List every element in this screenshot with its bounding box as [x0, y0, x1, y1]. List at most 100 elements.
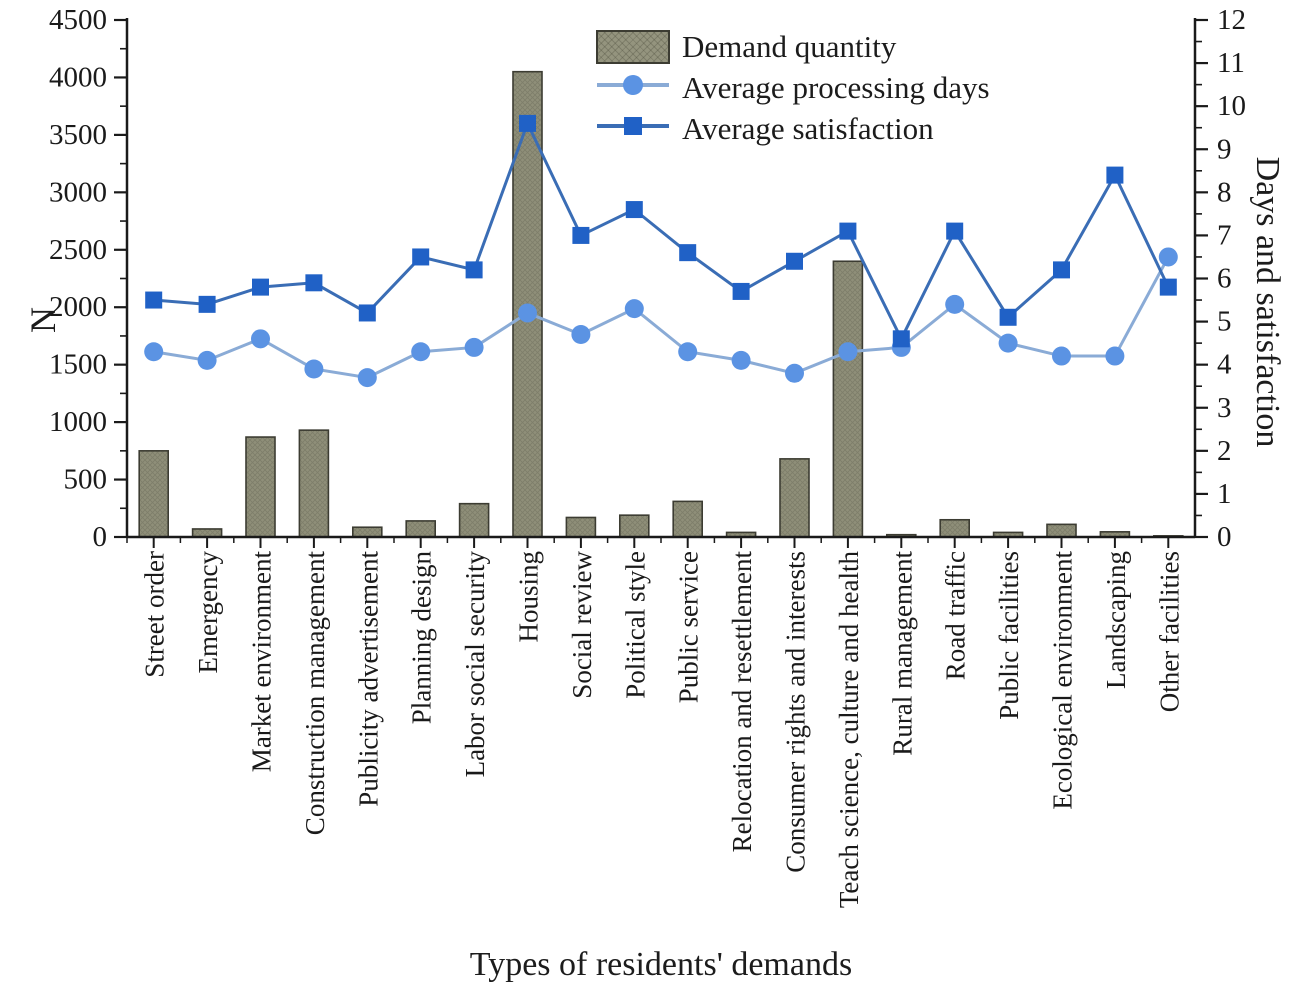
bar-demand-quantity [672, 500, 704, 538]
x-axis-category-label: Public service [674, 551, 704, 703]
x-axis-category-label: Market environment [247, 551, 277, 773]
legend-item: Average processing days [596, 67, 990, 108]
processing-days-marker [571, 325, 591, 345]
x-axis-title: Types of residents' demands [469, 946, 853, 983]
left-axis-tick-label: 3500 [49, 119, 107, 151]
satisfaction-marker [1159, 278, 1177, 296]
legend-item-label: Average processing days [682, 69, 990, 105]
legend-line-circle-icon [596, 68, 670, 107]
bar-demand-quantity [138, 450, 169, 538]
processing-days-marker [357, 368, 377, 388]
x-axis-category-label: Construction management [300, 551, 330, 836]
left-axis-tick-label: 4500 [49, 4, 107, 36]
processing-days-marker [624, 299, 644, 319]
satisfaction-marker [1106, 166, 1124, 184]
x-axis-category-label: Planning design [407, 551, 437, 725]
processing-days-marker [518, 303, 537, 323]
x-axis-category-label: Housing [514, 551, 544, 643]
x-axis-category-label: Public facilities [994, 551, 1024, 720]
processing-days-marker [838, 342, 858, 362]
legend-item-label: Average satisfaction [682, 110, 934, 146]
legend-item: Average satisfaction [596, 108, 990, 149]
right-axis-tick-label: 5 [1217, 306, 1232, 338]
satisfaction-line [153, 119, 1170, 343]
satisfaction-marker [305, 274, 323, 292]
x-axis-category-label: Social review [567, 551, 597, 699]
satisfaction-marker [892, 330, 910, 348]
processing-days-marker [197, 350, 217, 370]
satisfaction-marker [412, 248, 430, 266]
satisfaction-marker [946, 222, 964, 240]
processing-days-marker [464, 337, 484, 357]
left-axis-tick-label: 1000 [49, 406, 107, 438]
x-axis-category-label: Landscaping [1101, 551, 1131, 689]
satisfaction-marker [198, 295, 216, 313]
right-axis-tick-label: 10 [1217, 90, 1246, 122]
satisfaction-marker [999, 308, 1017, 326]
legend: Demand quantity Average processing days … [596, 26, 990, 149]
bar-demand-quantity [618, 514, 650, 538]
satisfaction-marker [358, 304, 376, 322]
right-axis-tick-label: 12 [1217, 4, 1246, 36]
x-axis-category-label: Street order [140, 551, 170, 678]
processing-days-marker [144, 342, 164, 362]
satisfaction-marker [786, 252, 803, 270]
right-axis-tick-label: 6 [1217, 263, 1232, 295]
x-axis-category-label: Road traffic [941, 551, 971, 680]
right-axis-tick-label: 2 [1217, 435, 1232, 467]
processing-days-marker [678, 342, 698, 362]
right-axis-title: Days and satisfaction [1249, 156, 1286, 448]
right-axis-tick-label: 9 [1217, 133, 1232, 165]
processing-days-marker [998, 333, 1018, 353]
left-axis-tick-label: 3000 [49, 176, 107, 208]
bar-demand-quantity [245, 436, 276, 538]
bar-demand-quantity [405, 520, 437, 538]
right-axis-tick-label: 11 [1217, 47, 1245, 79]
bar-demand-quantity [298, 429, 330, 538]
processing-days-marker [785, 363, 804, 383]
x-axis-category-label: Relocation and resettlement [727, 551, 757, 853]
x-axis-category-label: Ecological environment [1048, 551, 1078, 810]
right-axis-tick-label: 0 [1217, 521, 1232, 553]
bar-demand-quantity [458, 502, 490, 538]
bar-demand-quantity [832, 260, 864, 538]
left-axis-tick-label: 0 [93, 521, 108, 553]
x-axis-category-label: Teach science, culture and health [834, 551, 864, 909]
right-axis-tick-label: 4 [1217, 349, 1232, 381]
left-axis-tick-label: 2500 [49, 234, 107, 266]
x-axis-category-label: Publicity advertisement [353, 551, 383, 807]
left-axis-tick-label: 1500 [49, 349, 107, 381]
satisfaction-marker [1053, 261, 1070, 279]
left-axis-tick-label: 4000 [49, 61, 107, 93]
satisfaction-marker [465, 261, 483, 279]
processing-days-marker [1105, 346, 1125, 366]
satisfaction-marker [519, 114, 536, 132]
legend-line-square-icon [596, 109, 670, 148]
right-axis-tick-label: 3 [1217, 392, 1232, 424]
legend-item: Demand quantity [596, 26, 990, 67]
processing-days-marker [945, 294, 965, 314]
bar-demand-quantity [779, 458, 810, 538]
satisfaction-marker [145, 291, 163, 309]
right-axis-tick-label: 1 [1217, 478, 1232, 510]
legend-bar-swatch-icon [596, 29, 670, 64]
processing-days-marker [411, 342, 431, 362]
right-axis-tick-label: 8 [1217, 176, 1232, 208]
left-axis-tick-label: 2000 [49, 291, 107, 323]
satisfaction-marker [679, 244, 697, 262]
satisfaction-marker [625, 201, 643, 219]
x-axis-category-label: Consumer rights and interests [781, 551, 811, 873]
satisfaction-marker [252, 278, 269, 296]
bar-demand-quantity [565, 516, 597, 538]
x-axis-category-label: Rural management [887, 551, 917, 756]
x-axis-category-label: Other facilities [1154, 551, 1184, 712]
satisfaction-marker [572, 226, 590, 244]
bar-demand-quantity [351, 526, 383, 538]
processing-days-marker [251, 329, 270, 349]
x-axis-category-label: Labor social security [460, 551, 490, 778]
processing-days-marker [1158, 247, 1178, 267]
legend-item-label: Demand quantity [682, 28, 897, 64]
satisfaction-marker [732, 282, 750, 300]
x-axis-category-label: Political style [620, 551, 650, 699]
